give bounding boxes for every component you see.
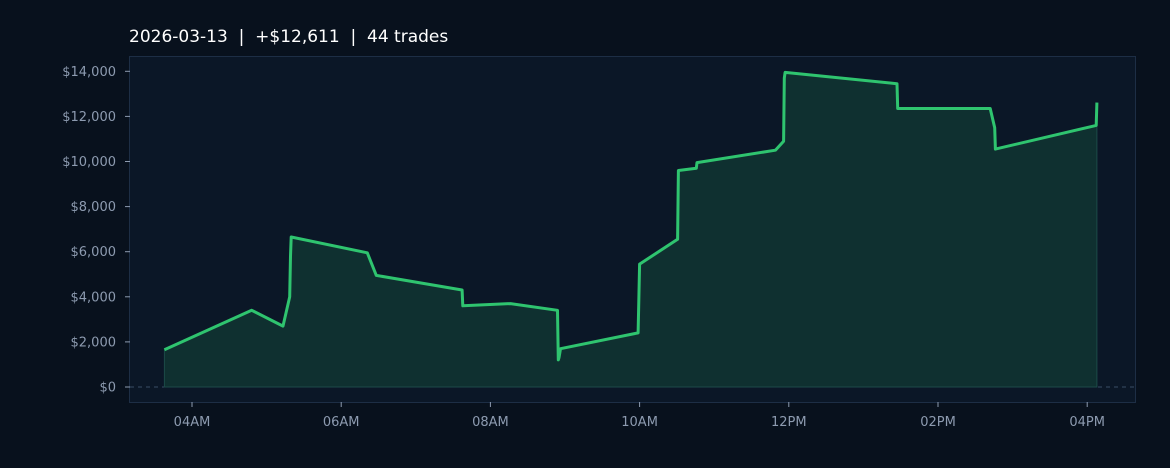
x-tick-label: 06AM <box>323 415 360 430</box>
y-tick-label: $14,000 <box>62 65 116 80</box>
y-tick-label: $0 <box>99 381 116 396</box>
chart-title: 2026-03-13 | +$12,611 | 44 trades <box>129 27 448 47</box>
x-tick-label: 02PM <box>920 415 956 430</box>
x-tick-label: 04AM <box>174 415 211 430</box>
y-tick-label: $12,000 <box>62 110 116 125</box>
x-tick-label: 08AM <box>472 415 509 430</box>
y-axis: $0 $2,000 $4,000 $6,000 $8,000 $10,000 $12,000… <box>62 65 130 396</box>
pnl-line <box>163 70 1099 362</box>
y-tick-label: $10,000 <box>62 155 116 170</box>
x-tick-label: 12PM <box>771 415 807 430</box>
x-tick-label: 10AM <box>621 415 658 430</box>
x-tick-label: 04PM <box>1069 415 1105 430</box>
y-tick-label: $4,000 <box>71 290 117 305</box>
y-tick-label: $2,000 <box>71 335 117 350</box>
y-tick-label: $8,000 <box>71 200 117 215</box>
x-axis: 04AM 06AM 08AM 10AM 12PM 02PM 04PM <box>174 402 1105 430</box>
y-tick-label: $6,000 <box>71 245 117 260</box>
